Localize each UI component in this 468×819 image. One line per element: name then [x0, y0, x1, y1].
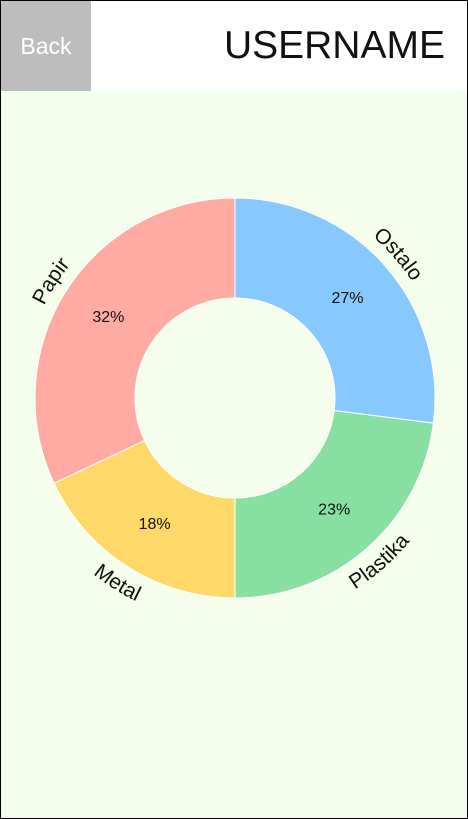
slice-metal[interactable] — [53, 439, 236, 599]
content-area: 27% Ostalo 23% Plastika 18% Metal 32% Papir — [1, 91, 467, 818]
header-bar: Back USERNAME — [1, 1, 467, 91]
page-title: USERNAME — [223, 24, 445, 67]
slice-value-label-plastika: 23% — [318, 502, 350, 519]
slice-value-label-ostalo: 27% — [332, 290, 364, 307]
slice-papir[interactable] — [34, 197, 236, 484]
chart-container: 27% Ostalo 23% Plastika 18% Metal 32% Papir — [1, 91, 467, 818]
slice-plastika[interactable] — [234, 409, 434, 599]
slice-value-label-papir: 32% — [92, 309, 124, 326]
slice-ostalo[interactable] — [234, 197, 436, 424]
back-button[interactable]: Back — [1, 1, 91, 91]
slice-value-label-metal: 18% — [139, 516, 171, 533]
